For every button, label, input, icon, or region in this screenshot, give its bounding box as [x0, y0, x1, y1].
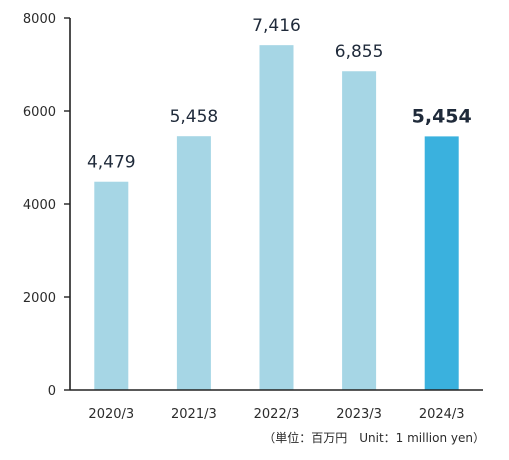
x-tick-label: 2024/3: [419, 407, 465, 422]
x-tick-label: 2023/3: [336, 407, 382, 422]
x-tick-label: 2022/3: [254, 407, 300, 422]
y-tick-label: 4000: [23, 198, 56, 213]
bar-2023-3: [342, 71, 377, 391]
data-label: 4,479: [87, 153, 136, 173]
bar-2024-3: [424, 136, 459, 390]
y-tick-label: 8000: [23, 12, 56, 27]
y-tick-label: 0: [48, 384, 56, 399]
y-tick-label: 6000: [23, 105, 56, 120]
x-tick-label: 2020/3: [88, 407, 134, 422]
bars-group: [94, 45, 459, 391]
data-labels-group: 4,479 5,458 7,416 6,855 5,454: [87, 16, 472, 173]
data-label: 7,416: [252, 16, 301, 36]
x-tick-label: 2021/3: [171, 407, 217, 422]
unit-note: （単位：百万円 Unit：1 million yen）: [263, 430, 485, 445]
bar-2021-3: [176, 136, 211, 390]
data-label: 5,454: [412, 105, 472, 127]
data-label: 6,855: [335, 42, 384, 62]
y-axis: 0 2000 4000 6000 8000: [23, 12, 71, 399]
y-tick-label: 2000: [23, 291, 56, 306]
bar-2020-3: [94, 181, 129, 390]
x-axis: 2020/3 2021/3 2022/3 2023/3 2024/3: [70, 389, 483, 422]
data-label: 5,458: [170, 107, 219, 127]
bar-2022-3: [259, 45, 294, 390]
